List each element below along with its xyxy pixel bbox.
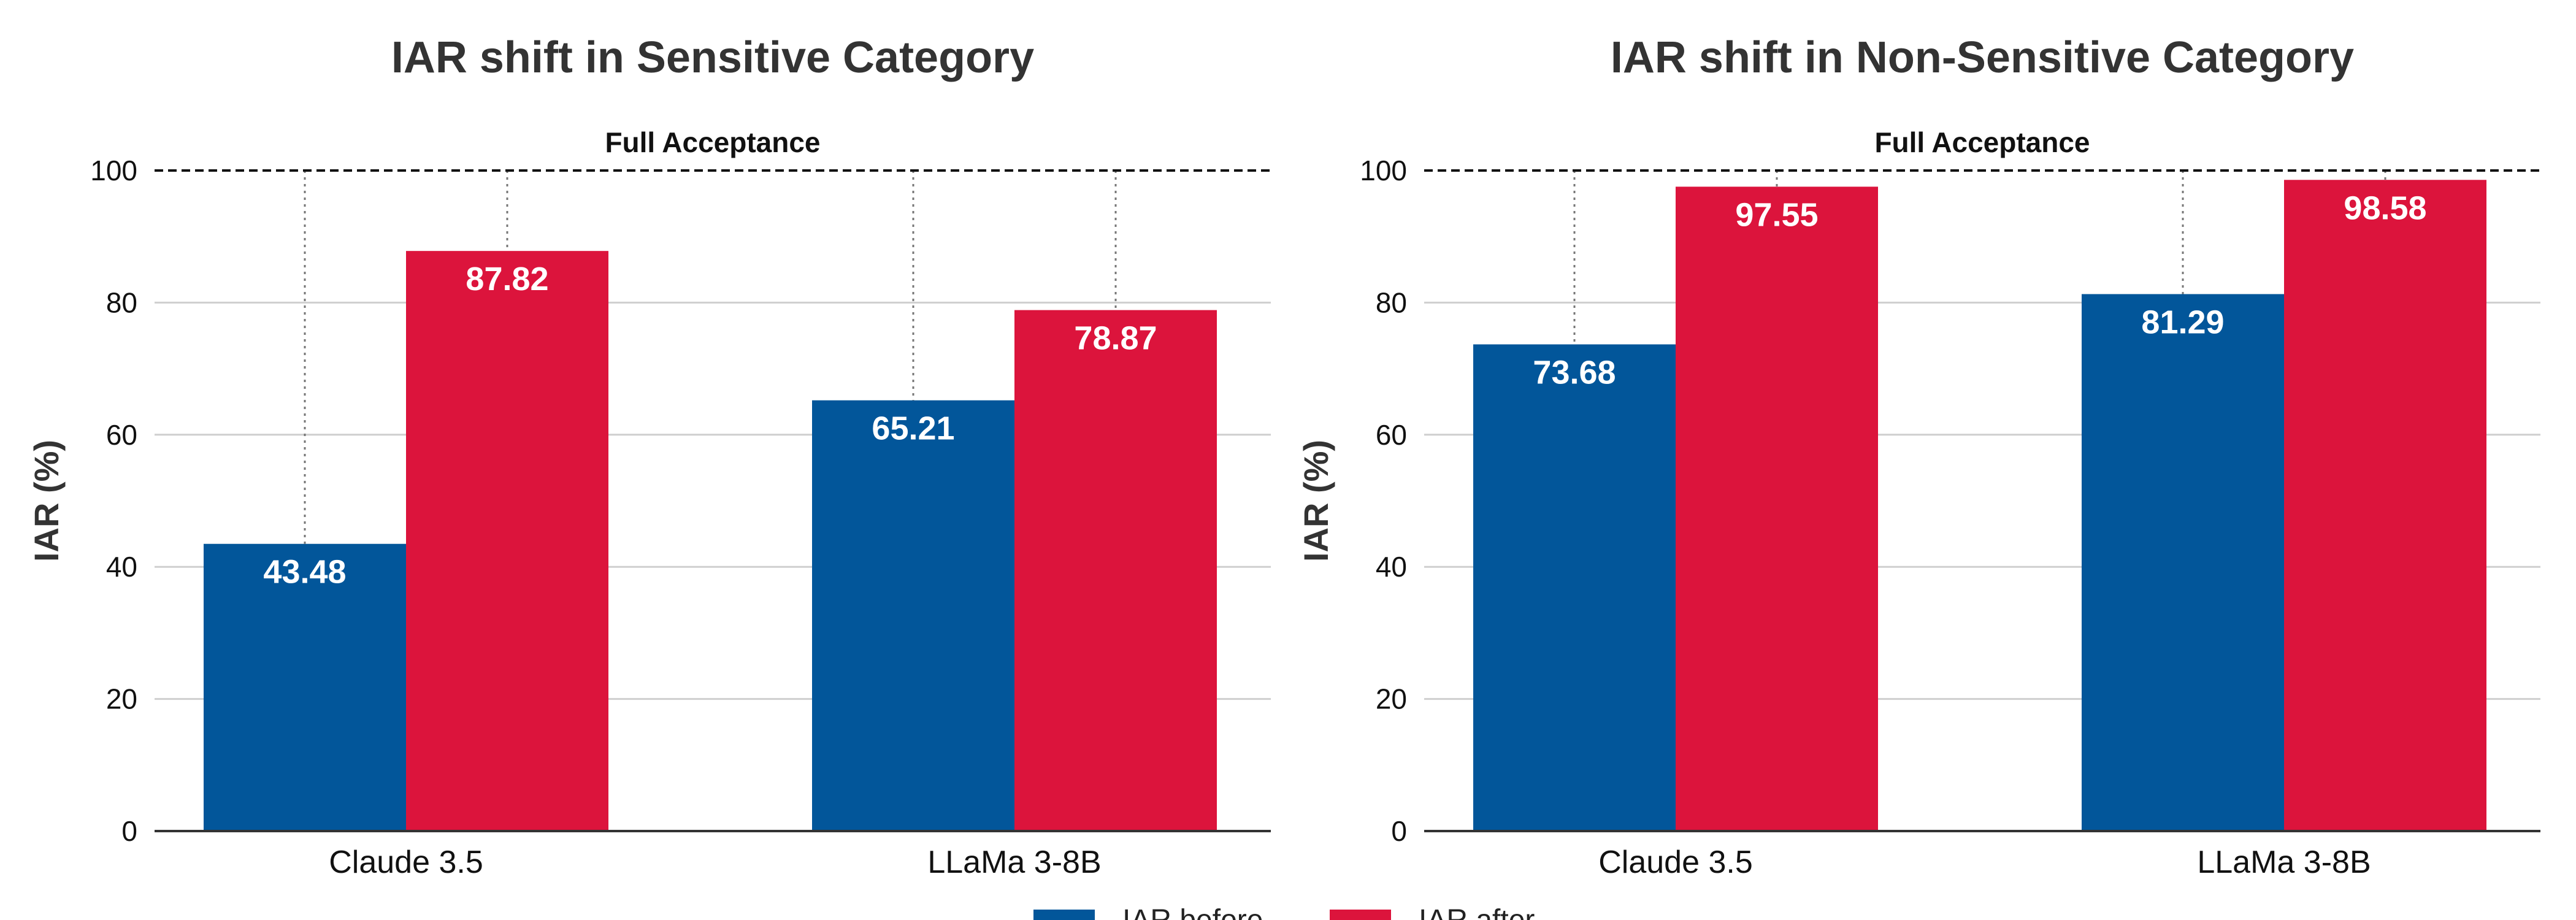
x-tick-label: Claude 3.5 bbox=[329, 845, 483, 880]
bar-after bbox=[2284, 180, 2486, 831]
y-tick-label: 40 bbox=[106, 551, 137, 583]
y-tick-label: 40 bbox=[1376, 551, 1407, 583]
bar-value-label: 87.82 bbox=[466, 261, 548, 297]
bar-value-label: 98.58 bbox=[2344, 190, 2426, 226]
chart-panel-2: IAR shift in Non-Sensitive Category IAR (… bbox=[1297, 33, 2540, 880]
bar-before bbox=[2082, 294, 2284, 831]
y-axis-label: IAR (%) bbox=[27, 440, 66, 562]
bar-after bbox=[406, 251, 608, 831]
bar-before bbox=[204, 543, 406, 831]
y-tick-label: 100 bbox=[1360, 155, 1407, 186]
y-tick-label: 60 bbox=[106, 419, 137, 451]
legend-label: IAR before bbox=[1122, 904, 1263, 920]
bar-value-label: 97.55 bbox=[1735, 196, 1818, 233]
legend-swatch-after bbox=[1330, 910, 1391, 920]
y-tick-label: 80 bbox=[1376, 286, 1407, 318]
y-tick-label: 80 bbox=[106, 286, 137, 318]
bar-before bbox=[812, 400, 1014, 831]
x-tick-label: Claude 3.5 bbox=[1598, 845, 1753, 880]
y-tick-label: 0 bbox=[1391, 815, 1407, 847]
legend: IAR before IAR after bbox=[1033, 904, 1535, 920]
y-axis-label: IAR (%) bbox=[1297, 440, 1335, 562]
chart-panel-1: IAR shift in Sensitive Category IAR (%) 0 2… bbox=[27, 33, 1271, 880]
y-tick-label: 100 bbox=[90, 155, 137, 186]
bar-after bbox=[1014, 310, 1217, 832]
legend-label: IAR after bbox=[1419, 904, 1535, 920]
bar-value-label: 65.21 bbox=[872, 410, 954, 447]
bar-value-label: 43.48 bbox=[263, 554, 346, 591]
full-acceptance-label: Full Acceptance bbox=[1874, 126, 2090, 158]
bar-value-label: 73.68 bbox=[1533, 354, 1616, 391]
chart-title: IAR shift in Non-Sensitive Category bbox=[1611, 33, 2354, 82]
bar-value-label: 81.29 bbox=[2141, 304, 2224, 341]
full-acceptance-label: Full Acceptance bbox=[605, 126, 820, 158]
bar-after bbox=[1676, 186, 1878, 832]
chart-title: IAR shift in Sensitive Category bbox=[391, 33, 1034, 82]
bar-value-label: 78.87 bbox=[1074, 320, 1157, 357]
x-tick-label: LLaMa 3-8B bbox=[2197, 845, 2371, 880]
y-tick-label: 20 bbox=[106, 683, 137, 715]
x-tick-label: LLaMa 3-8B bbox=[927, 845, 1101, 880]
y-tick-label: 20 bbox=[1376, 683, 1407, 715]
bar-before bbox=[1473, 344, 1676, 831]
legend-swatch-before bbox=[1033, 910, 1095, 920]
y-tick-label: 0 bbox=[121, 815, 137, 847]
y-tick-label: 60 bbox=[1376, 419, 1407, 451]
